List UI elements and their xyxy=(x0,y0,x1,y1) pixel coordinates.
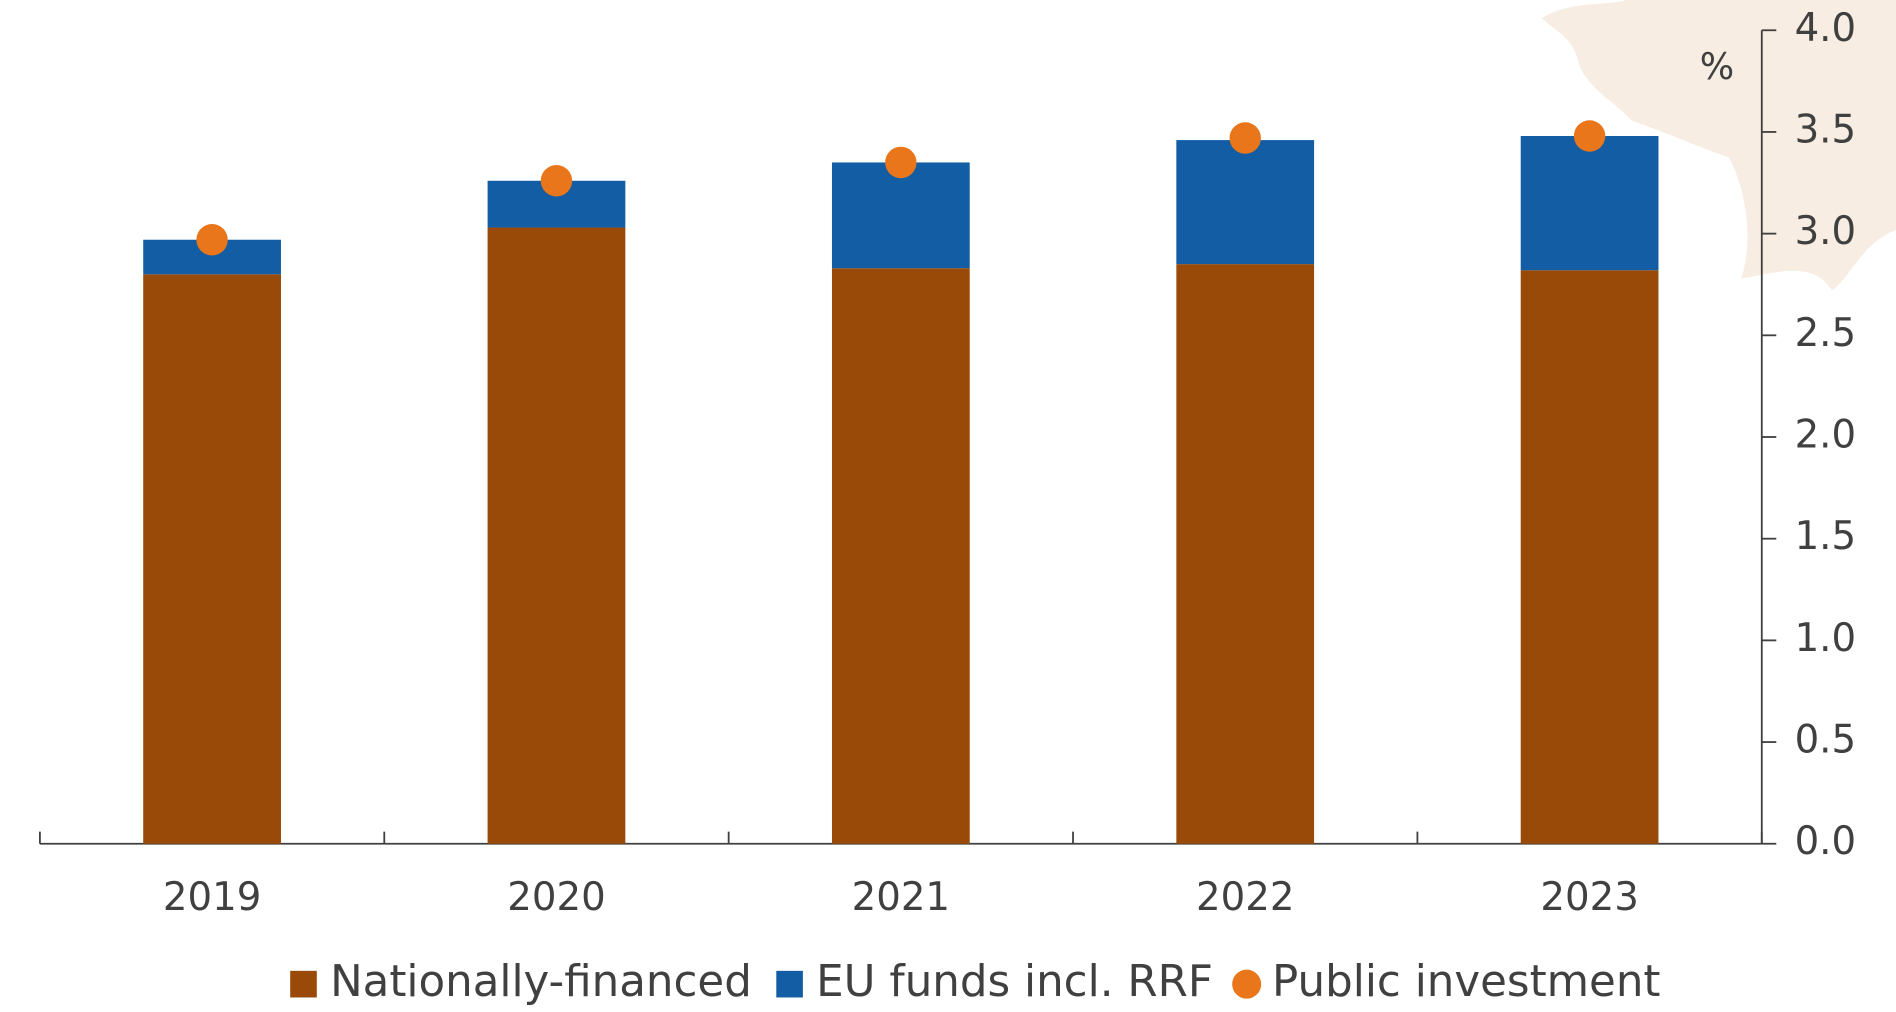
legend-swatch xyxy=(776,971,803,998)
dot xyxy=(196,224,227,255)
y-tick-label: 1.0 xyxy=(1795,616,1857,661)
bar-segment xyxy=(1176,140,1314,264)
legend-label: Nationally-financed xyxy=(330,957,752,1007)
legend-swatch xyxy=(290,971,317,998)
dot xyxy=(1229,122,1260,153)
y-tick-label: 4.0 xyxy=(1795,6,1857,51)
chart: % 0.0 0.5 1.0 1.5 2.0 2.5 3.0 3.5 4.0 2019 2020 202… xyxy=(0,0,1896,1012)
legend-label: EU funds incl. RRF xyxy=(816,957,1213,1007)
bar-segment xyxy=(143,274,281,843)
page: {"chart_data": {"type": "bar", "stacked"… xyxy=(0,0,1896,1012)
y-tick-label: 0.5 xyxy=(1795,718,1857,763)
y-tick-label: 2.0 xyxy=(1795,412,1857,457)
x-tick-label: 2019 xyxy=(163,875,261,920)
bar-segment xyxy=(488,228,626,844)
dot xyxy=(1574,120,1605,151)
x-tick-label: 2020 xyxy=(507,875,605,920)
bar-segment xyxy=(832,268,970,844)
bar-segment xyxy=(1176,264,1314,844)
unit-label: % xyxy=(1700,45,1734,88)
x-tick-label: 2023 xyxy=(1540,875,1638,920)
y-tick-label: 3.5 xyxy=(1795,107,1857,152)
bar-segment xyxy=(1521,136,1659,270)
y-tick-label: 1.5 xyxy=(1795,514,1857,559)
y-tick-label: 0.0 xyxy=(1795,819,1857,864)
legend-swatch xyxy=(1232,970,1261,999)
dot xyxy=(885,147,916,178)
legend-label: Public investment xyxy=(1272,957,1660,1007)
bar-segment xyxy=(1521,270,1659,843)
bar-segment xyxy=(832,162,970,268)
dot xyxy=(541,165,572,196)
x-tick-label: 2021 xyxy=(852,875,950,920)
x-tick-label: 2022 xyxy=(1196,875,1294,920)
y-tick-label: 3.0 xyxy=(1795,209,1857,254)
y-tick-label: 2.5 xyxy=(1795,311,1857,356)
